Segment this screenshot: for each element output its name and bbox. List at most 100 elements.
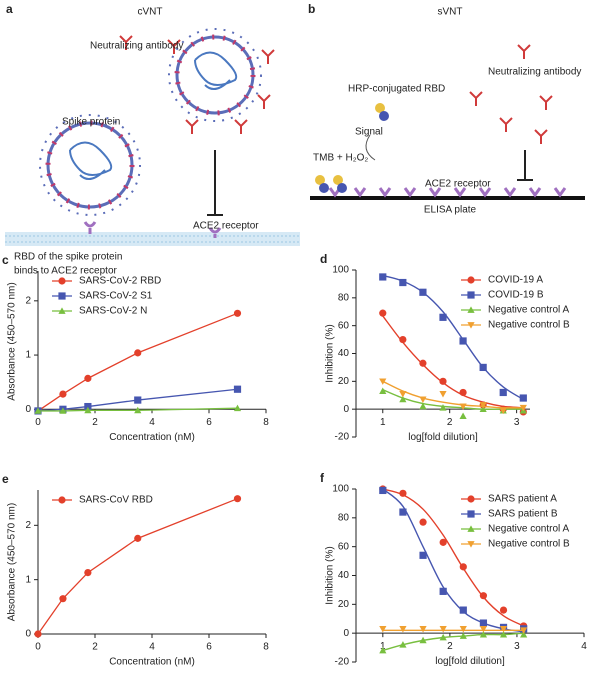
legend-marker	[467, 276, 475, 284]
point	[399, 641, 407, 648]
point	[84, 568, 92, 577]
inhibition-mark	[517, 150, 533, 181]
point	[459, 632, 467, 639]
point	[399, 390, 407, 398]
panel-label: e	[2, 472, 9, 486]
point	[459, 337, 467, 345]
x-tick-label: 1	[380, 641, 386, 652]
point	[439, 538, 447, 546]
panel-label: f	[320, 471, 325, 485]
y-tick-label: 2	[25, 295, 31, 306]
point	[34, 407, 42, 414]
x-tick-label: 6	[206, 417, 212, 428]
y-tick-label: -20	[335, 657, 350, 668]
legend-marker	[58, 277, 66, 285]
y-axis-label: Inhibition (%)	[325, 324, 336, 382]
point	[419, 625, 427, 633]
legend-label: SARS-CoV-2 S1	[79, 291, 153, 302]
point	[479, 592, 488, 600]
legend-marker	[58, 307, 66, 314]
legend-label: Negative control A	[488, 524, 569, 535]
point	[459, 563, 467, 571]
legend-label: SARS patient B	[488, 509, 558, 520]
point	[419, 402, 427, 410]
point	[84, 374, 92, 382]
x-tick-label: 4	[149, 642, 155, 653]
x-tick-label: 8	[263, 417, 269, 428]
panel-label: a	[6, 2, 13, 16]
point	[439, 377, 447, 385]
point	[499, 631, 508, 638]
point	[399, 508, 407, 516]
point	[419, 551, 427, 559]
y-tick-label: 80	[338, 512, 350, 523]
point	[519, 394, 527, 402]
point	[499, 606, 508, 614]
series-line	[37, 498, 238, 635]
x-axis-label: log[fold dilution]	[435, 656, 505, 667]
label: Neutralizing antibody	[90, 41, 183, 52]
point	[399, 625, 407, 633]
point	[379, 387, 387, 394]
series-line	[37, 312, 238, 412]
y-tick-label: 100	[332, 265, 349, 276]
x-tick-label: 2	[447, 417, 453, 428]
point	[379, 309, 387, 317]
hrp-rbd	[315, 103, 389, 193]
point	[439, 625, 447, 633]
point	[399, 335, 407, 344]
point	[479, 405, 487, 413]
x-tick-label: 0	[35, 417, 41, 428]
point	[479, 363, 487, 372]
x-axis-label: Concentration (nM)	[109, 657, 195, 668]
label: Spike protein	[62, 117, 120, 128]
point	[479, 402, 487, 409]
point	[419, 288, 427, 296]
y-tick-label: 80	[338, 292, 350, 303]
y-axis-label: Absorbance (450–570 nm)	[7, 503, 18, 621]
y-tick-label: 0	[343, 628, 349, 639]
point	[459, 412, 467, 420]
y-tick-label: 60	[338, 320, 350, 331]
point	[419, 396, 427, 404]
point	[499, 388, 507, 397]
point	[399, 489, 407, 497]
point	[419, 636, 427, 644]
legend-marker	[467, 322, 475, 329]
point	[419, 359, 427, 367]
point	[459, 403, 467, 410]
y-tick-label: 0	[343, 404, 349, 415]
legend-marker	[467, 541, 475, 548]
point	[84, 402, 92, 411]
x-tick-label: 4	[149, 417, 155, 428]
y-axis-label: Absorbance (450–570 nm)	[7, 282, 18, 400]
point	[134, 349, 142, 357]
label: TMB + H₂O₂	[313, 153, 368, 164]
x-axis-label: log[fold dilution]	[408, 432, 478, 443]
point	[439, 313, 447, 321]
point	[459, 388, 467, 397]
legend-label: SARS-CoV RBD	[79, 495, 153, 506]
point	[233, 404, 242, 412]
point	[439, 404, 447, 411]
legend-label: COVID-19 B	[488, 290, 544, 301]
x-axis-label: Concentration (nM)	[109, 432, 195, 443]
point	[233, 309, 242, 317]
legend-label: SARS-CoV-2 RBD	[79, 276, 161, 287]
point	[34, 630, 42, 638]
legend-label: Negative control B	[488, 539, 570, 550]
y-tick-label: 1	[25, 350, 31, 361]
x-tick-label: 2	[447, 641, 453, 652]
label: ACE2 receptor	[425, 179, 491, 190]
point	[459, 625, 467, 633]
point	[520, 627, 528, 634]
panel-label: b	[308, 2, 315, 16]
point	[479, 625, 488, 633]
label: ACE2 receptor	[193, 221, 259, 232]
virus	[168, 28, 262, 122]
point	[233, 385, 242, 393]
label: binds to ACE2 receptor	[14, 266, 118, 277]
label: ELISA plate	[424, 205, 477, 216]
x-tick-label: 2	[92, 642, 98, 653]
virus	[39, 114, 141, 216]
